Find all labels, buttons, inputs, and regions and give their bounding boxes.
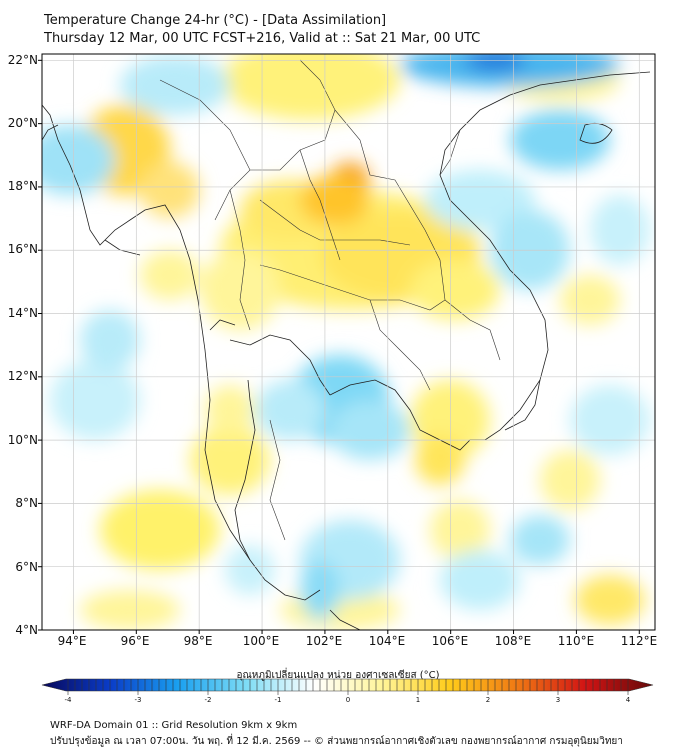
colorbar-tick-label: 1 [415,696,421,704]
map-frame [41,53,656,631]
colorbar-tick-label: -3 [134,696,142,704]
colorbar [41,678,654,695]
lat-label: 20°N [7,116,38,130]
lat-label: 14°N [7,306,38,320]
map-gridlines [42,54,655,630]
coastline-borders [42,71,651,630]
temperature-change-map [38,53,656,695]
lon-label: 96°E [120,634,150,648]
lon-label: 94°E [57,634,87,648]
colorbar-tick-label: 4 [625,696,631,704]
map-plot-area [42,54,655,630]
lon-label: 106°E [431,634,469,648]
footer-credit: ปรับปรุงข้อมูล ณ เวลา 07:00น. วัน พฤ. ที… [50,736,623,747]
colorbar-tick-label: -2 [204,696,212,704]
colorbar-tick-label: -1 [274,696,282,704]
temperature-field [42,54,650,630]
lat-label: 12°N [7,369,38,383]
colorbar-tick-label: -4 [64,696,72,704]
lon-label: 102°E [305,634,343,648]
map-title: Temperature Change 24-hr (°C) - [Data As… [44,13,387,28]
lat-label: 10°N [7,433,38,447]
colorbar-ticks [67,679,629,695]
lon-label: 108°E [494,634,532,648]
lon-label: 104°E [368,634,406,648]
lat-label: 8°N [15,496,38,510]
colorbar-tick-label: 2 [485,696,491,704]
lon-label: 110°E [557,634,595,648]
map-subtitle: Thursday 12 Mar, 00 UTC FCST+216, Valid … [44,31,481,46]
colorbar-tick-label: 3 [555,696,561,704]
lat-label: 16°N [7,242,38,256]
lon-label: 98°E [183,634,213,648]
colorbar-title: อุณหภูมิเปลี่ยนแปลง หน่วย องศาเซลเซียส (… [236,670,440,681]
lat-label: 22°N [7,53,38,67]
lon-label: 100°E [242,634,280,648]
lat-label: 6°N [15,560,38,574]
lon-label: 112°E [620,634,658,648]
colorbar-bar [41,678,654,692]
axis-ticks [38,59,640,634]
footer-model-info: WRF-DA Domain 01 :: Grid Resolution 9km … [50,720,298,731]
colorbar-tick-label: 0 [345,696,351,704]
lat-label: 4°N [15,623,38,637]
lat-label: 18°N [7,179,38,193]
